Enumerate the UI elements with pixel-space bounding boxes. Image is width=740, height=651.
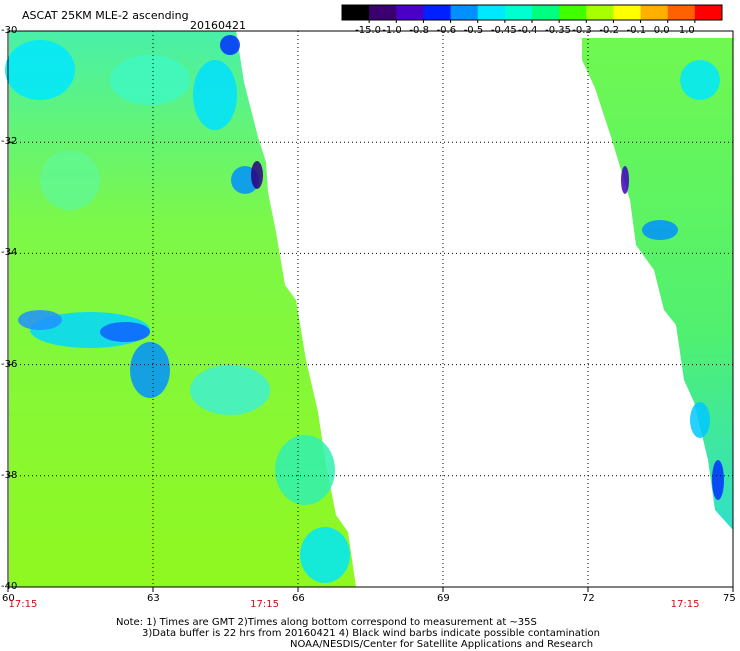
data-patch [193, 60, 237, 130]
data-patch [712, 460, 724, 500]
colorbar-segment [450, 5, 479, 20]
colorbar-label: -15.0 [355, 25, 382, 36]
data-patch [275, 435, 335, 505]
colorbar-segment [369, 5, 397, 20]
note-line-2: 3)Data buffer is 22 hrs from 20160421 4)… [142, 628, 600, 639]
colorbar-segment [396, 5, 424, 20]
product-date: 20160421 [190, 19, 246, 32]
data-patch [621, 166, 629, 194]
data-patch [130, 342, 170, 398]
colorbar-label: -0.4 [518, 25, 538, 36]
colorbar-label: -0.3 [572, 25, 592, 36]
lon-label: 75 [723, 593, 736, 604]
data-patch [220, 35, 240, 55]
colorbar-segment [586, 5, 614, 20]
lon-label: 72 [582, 593, 595, 604]
colorbar-label: -0.8 [409, 25, 429, 36]
colorbar-label: -1.0 [382, 25, 402, 36]
colorbar [341, 4, 723, 23]
time-label: 17:15 [8, 599, 38, 610]
swath-layer [5, 31, 733, 587]
colorbar-segment [504, 5, 533, 20]
time-label: 17:15 [670, 599, 700, 610]
axis-ticks [7, 30, 734, 592]
lat-label: -34 [1, 247, 18, 259]
lat-label: -38 [1, 469, 18, 481]
colorbar-label: 1.0 [678, 25, 695, 36]
product-title: ASCAT 25KM MLE-2 ascending [22, 9, 189, 22]
lon-label: 66 [292, 593, 305, 604]
colorbar-segment [667, 5, 696, 20]
colorbar-segment [532, 5, 560, 20]
colorbar-label: -0.6 [436, 25, 457, 36]
data-patch [680, 60, 720, 100]
lat-label: -30 [1, 25, 18, 36]
colorbar-segment [477, 5, 506, 20]
colorbar-label: 0.0 [653, 25, 670, 36]
lat-label: -32 [1, 136, 18, 148]
data-patch [40, 150, 100, 210]
data-patch [251, 161, 263, 189]
note-line-3: NOAA/NESDIS/Center for Satellite Applica… [290, 639, 594, 650]
data-patch [690, 402, 710, 438]
data-patch [110, 55, 190, 105]
colorbar-segment [342, 5, 370, 20]
colorbar-label: -0.5 [463, 25, 484, 36]
colorbar-label: -0.2 [599, 25, 619, 36]
data-patch [18, 310, 62, 330]
map-frame [7, 30, 734, 588]
lon-label: 60 [2, 593, 15, 604]
colorbar-segment [694, 5, 723, 20]
colorbar-segment [640, 5, 669, 20]
data-patch [100, 322, 150, 342]
lon-label: 69 [437, 593, 450, 604]
data-patch [190, 365, 270, 415]
colorbar-label: -0.35 [545, 25, 572, 36]
note-line-1: Note: 1) Times are GMT 2)Times along bot… [116, 617, 537, 628]
right-swath [582, 38, 733, 530]
colorbar-segment [613, 5, 642, 20]
lat-label: -40 [1, 581, 18, 592]
colorbar-segment [559, 5, 587, 20]
colorbar-segment [423, 5, 452, 20]
time-label: 17:15 [250, 599, 279, 610]
data-patch [300, 527, 350, 583]
colorbar-label: -0.45 [490, 25, 517, 36]
lon-label: 63 [147, 593, 160, 604]
data-patch [642, 220, 678, 240]
data-patch [5, 40, 75, 100]
lat-label: -36 [1, 358, 18, 370]
colorbar-label: -0.1 [626, 25, 647, 36]
